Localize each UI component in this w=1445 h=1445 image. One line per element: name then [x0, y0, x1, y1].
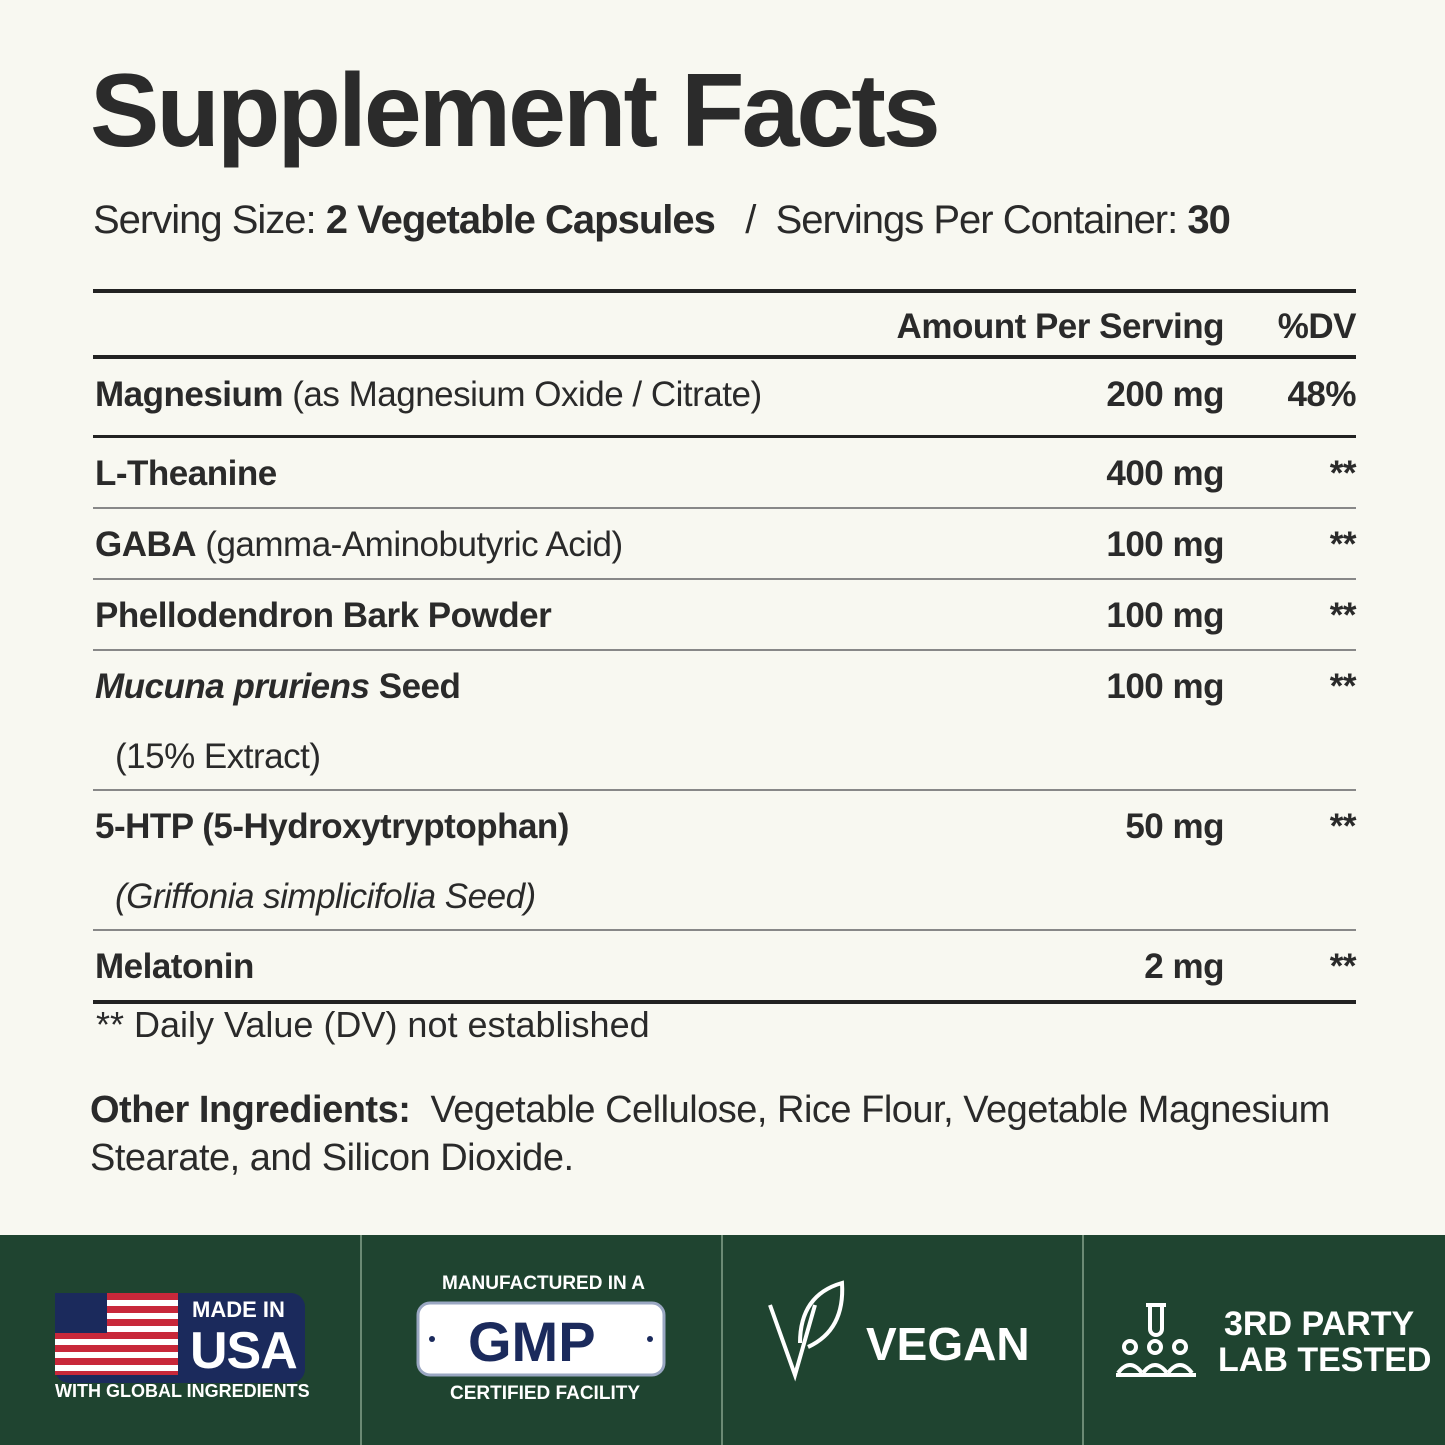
ingredient-name-bold: Melatonin: [95, 947, 254, 986]
badge-text: 3RD PARTY: [1224, 1305, 1415, 1343]
amount: 100 mg: [1106, 525, 1224, 564]
rule: [93, 1000, 1356, 1004]
ingredient-name: 5-HTP (5-Hydroxytryptophan): [95, 807, 569, 847]
amount: 100 mg: [1106, 667, 1224, 706]
ingredient-detail: (gamma-Aminobutyric Acid): [205, 525, 623, 564]
rule: [93, 929, 1356, 931]
rule: [93, 435, 1356, 438]
ingredient-detail: (as Magnesium Oxide / Citrate): [292, 375, 762, 414]
separator: /: [745, 198, 756, 242]
gmp-box: [416, 1301, 666, 1377]
amount: 2 mg: [1144, 947, 1224, 986]
leaf-icon: [768, 1280, 845, 1382]
daily-value: **: [1329, 947, 1357, 986]
badge-text: CERTIFIED FACILITY: [450, 1383, 640, 1404]
other-ingredients: Other Ingredients: Vegetable Cellulose, …: [90, 1086, 1350, 1182]
badge-text: USA: [190, 1322, 298, 1380]
amount: 50 mg: [1125, 807, 1224, 846]
ingredient-name: Melatonin: [95, 947, 254, 987]
ingredient-name-bold: L-Theanine: [95, 454, 277, 493]
ingredient-name-bold: Phellodendron Bark Powder: [95, 596, 552, 635]
ingredient-name: GABA (gamma-Aminobutyric Acid): [95, 525, 623, 565]
ingredient-name: Mucuna pruriens Seed: [95, 667, 461, 707]
divider: [721, 1235, 723, 1445]
ingredient-row: GABA (gamma-Aminobutyric Acid) 100 mg **: [93, 509, 1357, 578]
ingredient-row: 5-HTP (5-Hydroxytryptophan) 50 mg ** (Griff…: [93, 791, 1357, 929]
daily-value: **: [1329, 667, 1357, 706]
ingredient-row: Magnesium (as Magnesium Oxide / Citrate)…: [93, 359, 1356, 435]
serving-size-value: 2 Vegetable Capsules: [325, 198, 716, 242]
footnote: ** Daily Value (DV) not established: [96, 1004, 650, 1045]
facts-table: Amount Per Serving %DV Magnesium (as Mag…: [93, 289, 1357, 1004]
header-row: Amount Per Serving %DV: [93, 293, 1357, 355]
ingredient-name-bold: Seed: [378, 667, 461, 706]
ingredient-name-bold: 5-HTP (5-Hydroxytryptophan): [95, 807, 569, 846]
badge-icons: [55, 1280, 1196, 1383]
rule: [93, 355, 1356, 359]
ingredient-name: L-Theanine: [95, 454, 277, 494]
rule: [93, 649, 1356, 651]
amount: 400 mg: [1106, 454, 1224, 493]
amount: 100 mg: [1106, 596, 1224, 635]
dv-header: %DV: [1277, 307, 1357, 346]
ingredient-name-italic: Mucuna pruriens: [95, 667, 370, 706]
flag: [55, 1293, 178, 1375]
servings-value: 30: [1187, 198, 1230, 242]
ingredient-row: Phellodendron Bark Powder 100 mg **: [93, 580, 1357, 649]
lab-icon: [1116, 1303, 1196, 1377]
rule: [93, 507, 1356, 509]
badge-text: MADE IN: [192, 1297, 285, 1322]
daily-value: **: [1329, 454, 1357, 493]
other-label: Other Ingredients:: [90, 1089, 411, 1131]
rule: [93, 789, 1356, 791]
amount-header: Amount Per Serving: [896, 307, 1225, 346]
rule: [93, 578, 1356, 580]
ingredient-name: Magnesium (as Magnesium Oxide / Citrate): [95, 375, 762, 415]
serving-line: Serving Size: 2 Vegetable Capsules / Ser…: [93, 198, 1231, 243]
ingredient-name-bold: Magnesium: [95, 375, 284, 414]
serving-size-label: Serving Size:: [93, 198, 317, 242]
badge-text: VEGAN: [866, 1318, 1030, 1370]
ingredient-name: Phellodendron Bark Powder: [95, 596, 552, 636]
daily-value: **: [1329, 807, 1357, 846]
title: Supplement Facts: [90, 53, 941, 169]
ingredient-row: L-Theanine 400 mg **: [93, 438, 1357, 507]
daily-value: 48%: [1287, 375, 1356, 414]
badge-text: MANUFACTURED IN A: [442, 1273, 646, 1294]
amount: 200 mg: [1106, 375, 1224, 414]
daily-value: **: [1329, 525, 1357, 564]
ingredient-sub: (15% Extract): [115, 737, 321, 776]
ingredient-name-bold: GABA: [95, 525, 197, 564]
badge-text: WITH GLOBAL INGREDIENTS: [55, 1381, 310, 1401]
servings-label: Servings Per Container:: [775, 198, 1179, 242]
ingredient-row: Mucuna pruriens Seed 100 mg ** (15% Extract…: [93, 651, 1357, 789]
ingredient-sub: (Griffonia simplicifolia Seed): [115, 877, 536, 916]
rule: [93, 289, 1356, 293]
rows: Magnesium (as Magnesium Oxide / Citrate)…: [93, 359, 1357, 1000]
other-text: Vegetable Cellulose, Rice Flour, Vegetab…: [90, 1089, 1330, 1179]
divider: [360, 1235, 362, 1445]
badge-band: MADE IN USA WITH GLOBAL INGREDIENTS MANU…: [0, 1235, 1445, 1445]
badge-text: GMP: [468, 1310, 596, 1373]
ingredient-row: Melatonin 2 mg **: [93, 931, 1357, 1000]
divider: [1082, 1235, 1084, 1445]
badge-text: LAB TESTED: [1218, 1341, 1432, 1379]
daily-value: **: [1329, 596, 1357, 635]
